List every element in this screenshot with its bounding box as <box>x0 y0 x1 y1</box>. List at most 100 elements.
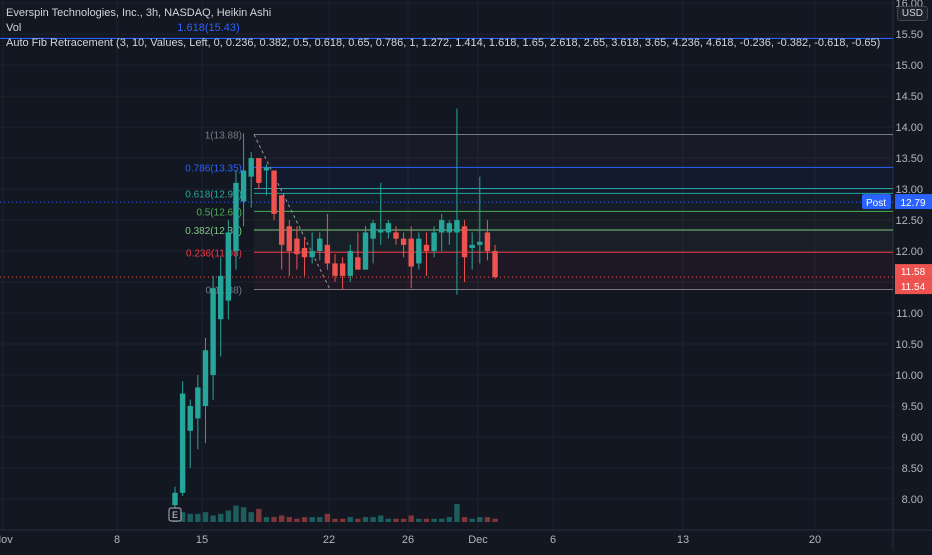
volume-bar <box>416 518 422 522</box>
volume-bar <box>446 517 453 522</box>
candle-body <box>362 232 369 270</box>
volume-bar <box>339 518 346 522</box>
post-price-badge <box>895 194 932 210</box>
fib-zone <box>254 134 893 168</box>
candle-body <box>309 251 315 258</box>
candle-body <box>218 275 224 320</box>
volume-bar <box>256 508 262 522</box>
x-tick-label: 6 <box>550 534 556 546</box>
fib-label: 0.618(12.93) <box>185 189 242 200</box>
fib-label: 0.382(12.34) <box>185 226 242 237</box>
volume-bar <box>477 517 483 522</box>
volume-bar <box>240 507 247 522</box>
volume-bar <box>309 517 315 522</box>
volume-row: Vol 1.618(15.43) <box>6 21 880 36</box>
candle-body <box>332 263 338 276</box>
symbol-title[interactable]: Everspin Technologies, Inc., 3h, NASDAQ,… <box>6 7 272 19</box>
x-tick-label: 8 <box>114 534 120 546</box>
candle-body <box>393 232 399 239</box>
volume-bar <box>492 518 498 522</box>
volume-bar <box>400 518 407 522</box>
volume-bar <box>286 517 292 522</box>
y-tick-label: 9.00 <box>902 432 923 444</box>
fib-zone <box>254 211 893 230</box>
candle-body <box>431 232 437 252</box>
candle-body <box>400 238 407 245</box>
x-tick-label: 22 <box>323 534 335 546</box>
volume-bar <box>248 512 254 522</box>
candle-body <box>263 167 270 171</box>
candle-body <box>477 241 483 245</box>
y-tick-label: 9.50 <box>902 401 923 413</box>
y-tick-label: 14.50 <box>895 91 923 103</box>
candle-body <box>294 238 300 255</box>
chart-legend: Everspin Technologies, Inc., 3h, NASDAQ,… <box>6 6 880 51</box>
volume-bar <box>301 517 308 522</box>
volume-bar <box>233 505 239 522</box>
candle-body <box>454 220 460 233</box>
x-tick-label: 13 <box>677 534 689 546</box>
x-tick-label: 26 <box>402 534 414 546</box>
volume-bar <box>187 513 193 522</box>
currency-button[interactable]: USD <box>896 6 928 21</box>
y-tick-label: 8.50 <box>902 463 923 475</box>
indicator-label[interactable]: Auto Fib Retracement (3, 10, Values, Lef… <box>6 37 881 49</box>
candle-body <box>240 170 247 202</box>
earnings-marker-label: E <box>172 510 178 520</box>
y-tick-label: 14.00 <box>895 122 923 134</box>
volume-bar <box>469 518 475 522</box>
candle-body <box>278 195 285 245</box>
volume-bar <box>202 512 209 522</box>
post-price-text: 12.79 <box>900 198 925 209</box>
fib-label: 0.236(11.98) <box>186 248 242 259</box>
candle-body <box>370 223 376 239</box>
y-tick-label: 15.00 <box>895 60 923 72</box>
candle-body <box>461 226 468 258</box>
volume-bar <box>393 518 399 522</box>
candle-body <box>187 406 193 431</box>
fib-label: 0(11.38) <box>205 285 242 296</box>
candle-body <box>416 238 422 264</box>
volume-bar <box>355 518 361 522</box>
volume-bar <box>439 518 445 522</box>
fib-zone <box>254 193 893 212</box>
candle-body <box>248 158 254 177</box>
candle-body <box>195 387 201 419</box>
candle-body <box>408 238 414 267</box>
x-tick-label: 20 <box>809 534 821 546</box>
fib-label: 0.5(12.64) <box>196 207 242 218</box>
fib-trendline <box>253 134 331 290</box>
candle-body <box>492 251 498 278</box>
x-tick-label: 15 <box>196 534 208 546</box>
y-tick-label: 15.50 <box>895 29 923 41</box>
volume-bar <box>408 515 414 522</box>
volume-bar <box>385 518 392 522</box>
volume-bar <box>431 518 437 522</box>
post-label-badge <box>862 194 891 210</box>
candle-body <box>286 226 292 252</box>
volume-bar <box>179 512 186 522</box>
x-tick-label: Dec <box>468 534 488 546</box>
volume-bar <box>218 513 224 522</box>
candle-body <box>378 229 384 233</box>
fib-label: 1(13.88) <box>205 131 242 142</box>
candle-body <box>423 244 430 252</box>
candle-body <box>271 170 277 214</box>
candle-body <box>385 223 392 233</box>
earnings-marker <box>168 507 182 522</box>
volume-bar <box>332 518 338 522</box>
candle-body <box>317 238 323 252</box>
volume-bar <box>195 513 201 522</box>
x-tick-label: Nov <box>0 534 13 546</box>
volume-bar <box>378 515 384 522</box>
volume-bar <box>263 517 270 522</box>
volume-label: Vol <box>6 22 22 34</box>
candle-body <box>355 257 361 270</box>
volume-bar <box>347 517 353 522</box>
candle-body <box>172 492 178 506</box>
candle-body <box>484 232 491 252</box>
y-tick-label: 12.50 <box>895 215 923 227</box>
y-tick-label: 11.00 <box>896 308 923 320</box>
